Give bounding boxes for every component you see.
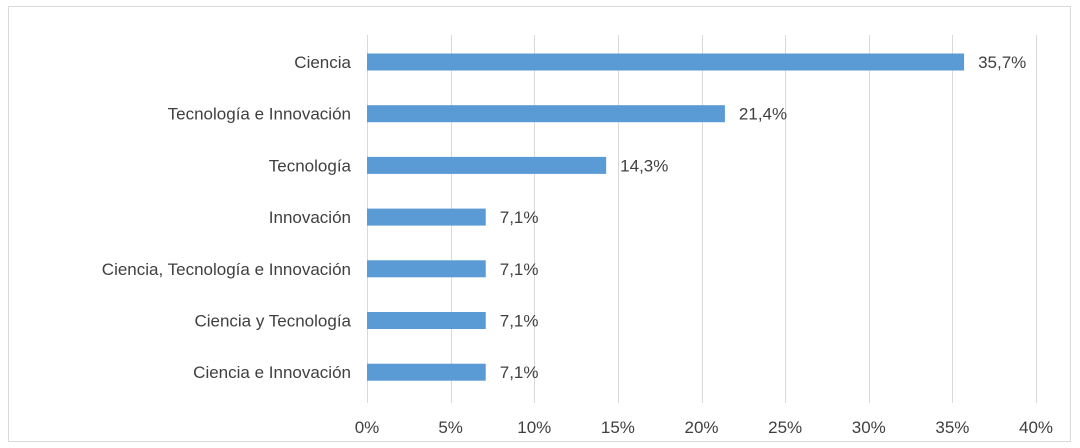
category-label: Innovación xyxy=(269,208,351,227)
bar xyxy=(367,156,607,174)
x-tick-label: 40% xyxy=(1019,418,1053,437)
x-axis-tick-labels: 0% 5% 10% 15% 20% 25% 30% 35% 40% xyxy=(355,418,1053,437)
data-label: 7,1% xyxy=(500,208,539,227)
bars xyxy=(367,53,965,381)
data-labels: 35,7% 21,4% 14,3% 7,1% 7,1% 7,1% 7,1% xyxy=(500,53,1027,382)
bar xyxy=(367,208,486,226)
category-label: Tecnología e Innovación xyxy=(168,105,351,124)
x-tick-label: 30% xyxy=(852,418,886,437)
x-tick-label: 20% xyxy=(684,418,718,437)
x-tick-label: 10% xyxy=(517,418,551,437)
bar xyxy=(367,105,725,123)
chart-area: Ciencia Tecnología e Innovación Tecnología… xyxy=(8,6,1071,442)
data-label: 35,7% xyxy=(978,53,1026,72)
category-label: Ciencia y Tecnología xyxy=(194,312,351,331)
gridlines xyxy=(367,35,1037,403)
x-tick-label: 25% xyxy=(768,418,802,437)
data-label: 7,1% xyxy=(500,260,539,279)
data-label: 14,3% xyxy=(620,156,668,175)
bar xyxy=(367,363,486,381)
category-label: Tecnología xyxy=(269,156,352,175)
category-label: Ciencia xyxy=(294,53,351,72)
category-label: Ciencia, Tecnología e Innovación xyxy=(102,260,351,279)
category-label: Ciencia e Innovación xyxy=(193,363,351,382)
category-labels: Ciencia Tecnología e Innovación Tecnología… xyxy=(102,53,352,382)
bar-chart: Ciencia Tecnología e Innovación Tecnología… xyxy=(102,35,1053,437)
data-label: 7,1% xyxy=(500,312,539,331)
bar xyxy=(367,260,486,278)
data-label: 7,1% xyxy=(500,363,539,382)
x-tick-label: 0% xyxy=(355,418,380,437)
data-label: 21,4% xyxy=(739,105,787,124)
x-tick-label: 35% xyxy=(935,418,969,437)
x-tick-label: 15% xyxy=(601,418,635,437)
x-tick-label: 5% xyxy=(438,418,463,437)
bar xyxy=(367,312,486,329)
bar xyxy=(367,53,965,71)
